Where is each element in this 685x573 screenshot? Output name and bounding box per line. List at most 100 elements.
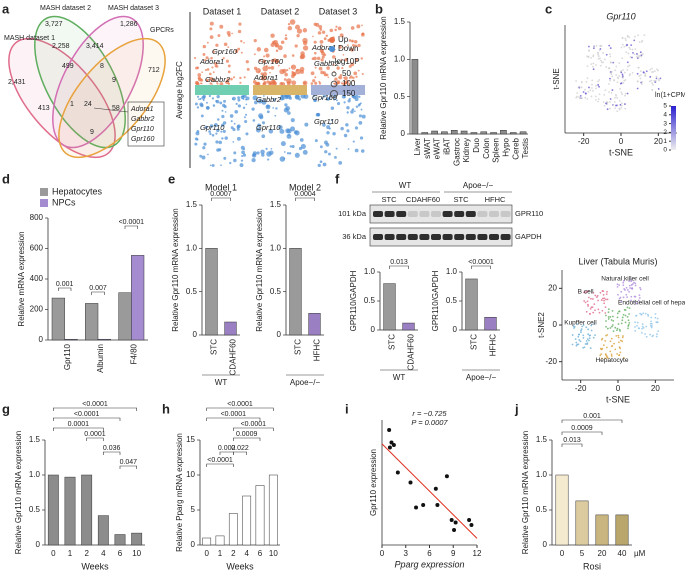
cell-dot (634, 321, 636, 324)
venn-count: 413 (38, 105, 50, 112)
y-tick-label: 0.5 (536, 505, 548, 514)
gene-dot (267, 66, 271, 70)
gene-dot (317, 163, 321, 168)
gene-dot (288, 67, 291, 70)
cell-dot (615, 74, 618, 76)
cell-dot (642, 326, 645, 329)
gene-dot (256, 47, 262, 52)
gene-dot (329, 28, 334, 33)
cell-dot (651, 71, 653, 73)
legend-label: Up (338, 35, 349, 44)
gene-dot (252, 119, 256, 122)
gene-dot (328, 122, 332, 125)
venn-set (8, 37, 116, 159)
blot-band (442, 234, 453, 240)
bar (97, 338, 111, 341)
y-tick-label: 1.0 (394, 54, 406, 63)
bar (490, 132, 497, 135)
leader (93, 107, 129, 113)
cell-dot (603, 58, 606, 61)
cell-dot (601, 347, 604, 350)
cell-dot (604, 312, 607, 314)
cell-dot (605, 102, 607, 105)
cell-dot (598, 85, 600, 88)
bar (202, 537, 212, 546)
cell-dot (609, 98, 612, 100)
gene-dot (355, 75, 358, 78)
gene-dot (213, 123, 218, 127)
cell-dot (620, 71, 623, 74)
bracket (206, 463, 234, 467)
cell-dot (626, 315, 629, 318)
gene-dot (350, 47, 354, 52)
gene-dot (278, 125, 283, 130)
gene-dot (222, 129, 226, 133)
cell-dot (650, 79, 653, 82)
p-value: <0.0001 (227, 401, 253, 408)
gene-dot (315, 113, 320, 117)
gene-dot (284, 94, 287, 98)
cell-dot (611, 89, 614, 91)
cell-dot (626, 44, 628, 47)
y-tick-label: 0 (277, 330, 282, 339)
gene-dot (206, 68, 210, 71)
cell-dot (603, 94, 606, 96)
chart-title: Liver (Tabula Muris) (578, 256, 657, 266)
x-tick-label: -20 (575, 384, 587, 393)
cell-dot (650, 320, 652, 323)
cell-dot (636, 55, 638, 58)
p-value: 0.0001 (68, 421, 90, 428)
lane-label: STC (382, 195, 398, 204)
gene-dot (229, 161, 232, 165)
gene-dot (280, 40, 285, 45)
cell-dot (604, 353, 607, 355)
gene-dot (310, 71, 315, 76)
gene-dot (241, 150, 245, 155)
gene-dot (202, 53, 206, 56)
gene-dot (242, 97, 245, 101)
gene-dot (239, 81, 242, 84)
cell-dot (637, 34, 640, 37)
gene-dot (271, 81, 277, 87)
cell-dot (618, 328, 621, 331)
blot-band (384, 211, 395, 217)
cell-dot (642, 312, 645, 315)
gene-dot (288, 134, 290, 136)
set-label: MASH dataset 3 (108, 5, 159, 12)
cell-dot (644, 72, 647, 75)
gene-dot (346, 44, 349, 47)
cell-dot (589, 334, 592, 337)
cell-dot (618, 310, 620, 313)
y-tick-label: 1.0 (270, 243, 282, 252)
cell-dot (615, 65, 618, 68)
cell-dot (610, 72, 613, 74)
bracket (58, 287, 72, 291)
x-tick-label: Duo (472, 137, 481, 152)
gene-dot (194, 142, 198, 146)
point (467, 518, 472, 522)
gene-dot (286, 152, 290, 155)
bar (64, 338, 78, 341)
gene-dot (296, 33, 300, 38)
cell-dot (616, 110, 619, 113)
cell-dot (611, 325, 613, 328)
cell-dot (585, 310, 588, 313)
cell-dot (620, 82, 623, 85)
panel-label: j (514, 401, 519, 416)
gene-dot (252, 151, 257, 156)
gene-dot (235, 102, 238, 105)
y-tick-label: 1.5 (536, 435, 548, 444)
gene-dot (359, 102, 362, 105)
bar (51, 297, 65, 341)
cell-dot (580, 331, 582, 334)
cell-dot (583, 291, 586, 294)
gene-dot (328, 127, 331, 130)
cell-dot (645, 70, 648, 73)
marker-label: 36 kDa (342, 232, 367, 241)
cell-dot (582, 91, 585, 93)
point (449, 518, 454, 522)
gene-dot (355, 105, 359, 108)
cell-dot (619, 347, 622, 350)
cell-dot (580, 81, 583, 83)
cell-dot (626, 306, 629, 309)
